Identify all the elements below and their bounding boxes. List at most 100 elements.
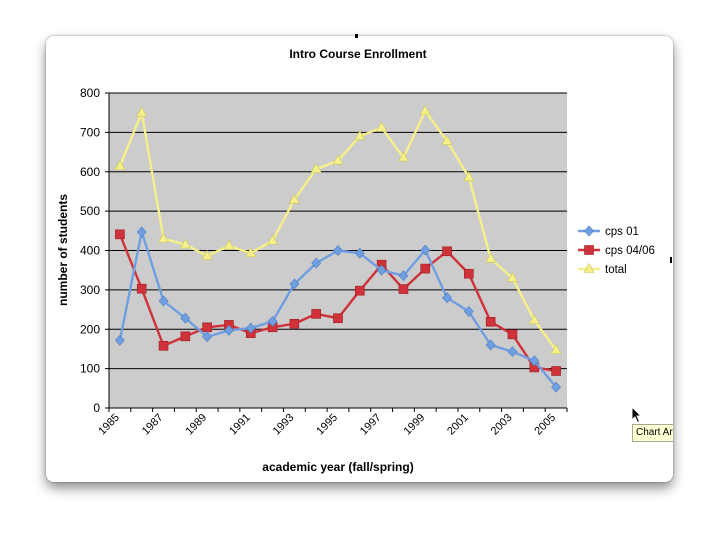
y-tick-label: 200 [80,322,100,336]
series-total[interactable] [114,104,562,354]
x-tick-label: 1997 [358,412,384,438]
mouse-pointer-icon [631,406,643,424]
data-point-cps-04-06[interactable] [333,313,343,324]
x-tick-label: 1999 [402,412,428,438]
data-point-cps-01[interactable] [311,257,322,269]
data-point-cps-01[interactable] [485,339,496,351]
data-point-cps-01[interactable] [354,247,365,259]
data-point-total[interactable] [288,193,300,204]
data-point-cps-04-06[interactable] [311,309,321,319]
data-point-total[interactable] [223,239,235,250]
legend-swatch-marker[interactable] [584,245,594,255]
data-point-total[interactable] [506,271,518,282]
data-point-total[interactable] [463,171,475,182]
data-point-cps-01[interactable] [136,226,147,238]
legend-label: cps 01 [605,226,639,238]
data-point-total[interactable] [114,160,126,171]
data-point-cps-01[interactable] [529,355,540,367]
x-tick-label: 1985 [96,412,122,438]
legend[interactable]: cps 01 cps 04/06 total [578,225,655,277]
y-tick-label: 800 [80,86,100,100]
data-point-total[interactable] [158,232,170,243]
data-point-cps-01[interactable] [376,264,387,276]
legend-edge-marker [670,257,672,263]
y-tick-label: 100 [80,362,100,376]
y-tick-labels: 0 100 200 300 400 500 600 700 800 [80,86,109,415]
y-tick-label: 600 [80,165,100,179]
y-axis-title: number of students [56,194,70,306]
x-tick-label: 1995 [314,412,340,438]
data-point-cps-04-06[interactable] [289,318,300,329]
x-tick-label: 2001 [445,412,471,438]
data-point-cps-04-06[interactable] [355,285,365,296]
chart-title: Intro Course Enrollment [289,47,426,61]
data-point-cps-04-06[interactable] [136,283,147,294]
data-point-total[interactable] [201,249,213,260]
data-point-cps-01[interactable] [267,315,278,327]
legend-swatch-marker[interactable] [583,262,595,273]
legend-item-cps-01[interactable]: cps 01 [578,225,639,238]
data-point-total[interactable] [528,314,540,324]
x-tick-labels: 1985 1987 1989 1991 1993 1995 1997 1999 2001 2003… [96,408,568,438]
data-point-cps-01[interactable] [463,306,474,317]
chart-area-tooltip: Chart Area [632,424,673,442]
data-point-cps-01[interactable] [551,381,561,393]
data-point-total[interactable] [310,162,322,173]
data-point-total[interactable] [332,154,344,165]
series-cps-04-06[interactable] [115,229,561,376]
data-point-total[interactable] [354,130,366,141]
data-point-cps-04-06[interactable] [485,316,496,327]
data-point-cps-01[interactable] [442,292,452,304]
legend-item-cps-04-06[interactable]: cps 04/06 [578,245,655,257]
data-point-total[interactable] [550,344,562,354]
legend-swatch-marker[interactable] [584,225,594,237]
data-point-cps-01[interactable] [224,324,234,336]
data-point-cps-04-06[interactable] [180,331,191,342]
data-point-cps-01[interactable] [115,334,125,346]
x-tick-label: 1987 [140,412,166,438]
data-point-total[interactable] [397,151,409,162]
data-point-cps-01[interactable] [245,322,256,334]
data-point-total[interactable] [179,238,191,249]
data-point-cps-01[interactable] [158,295,169,307]
data-point-cps-04-06[interactable] [507,329,518,340]
data-point-total[interactable] [419,104,431,115]
y-tick-label: 400 [80,244,100,258]
data-point-cps-04-06[interactable] [442,246,452,257]
data-point-cps-04-06[interactable] [464,268,474,279]
x-tick-label: 1993 [271,412,297,438]
data-point-total[interactable] [485,252,497,263]
legend-item-total[interactable]: total [578,262,627,277]
x-tick-label: 1991 [227,412,253,438]
window-resize-tick [355,34,358,38]
y-tick-label: 300 [80,283,100,297]
data-point-total[interactable] [245,247,257,258]
data-point-cps-01[interactable] [398,270,409,282]
data-point-cps-01[interactable] [289,278,300,290]
data-point-total[interactable] [267,234,279,245]
data-point-cps-04-06[interactable] [551,366,561,376]
data-point-total[interactable] [136,106,148,117]
data-point-cps-01[interactable] [333,245,343,256]
series-cps-01[interactable] [115,226,561,393]
data-point-cps-01[interactable] [507,346,518,358]
data-point-cps-04-06[interactable] [115,229,125,240]
data-point-cps-04-06[interactable] [398,284,409,294]
legend-label: cps 04/06 [605,245,655,257]
series-layer [114,104,562,393]
data-point-cps-04-06[interactable] [202,322,212,333]
data-point-total[interactable] [441,134,453,145]
data-point-total[interactable] [376,121,388,132]
data-point-cps-01[interactable] [180,312,191,324]
data-point-cps-04-06[interactable] [420,263,431,274]
legend-label: total [605,264,627,276]
data-point-cps-01[interactable] [420,244,431,256]
y-tick-label: 500 [80,204,100,218]
data-point-cps-04-06[interactable] [158,340,169,351]
data-point-cps-01[interactable] [202,331,213,343]
y-tick-label: 0 [93,401,100,415]
x-tick-label: 2005 [532,412,558,438]
x-tick-label: 2003 [489,412,515,438]
y-tick-label: 700 [80,125,100,139]
